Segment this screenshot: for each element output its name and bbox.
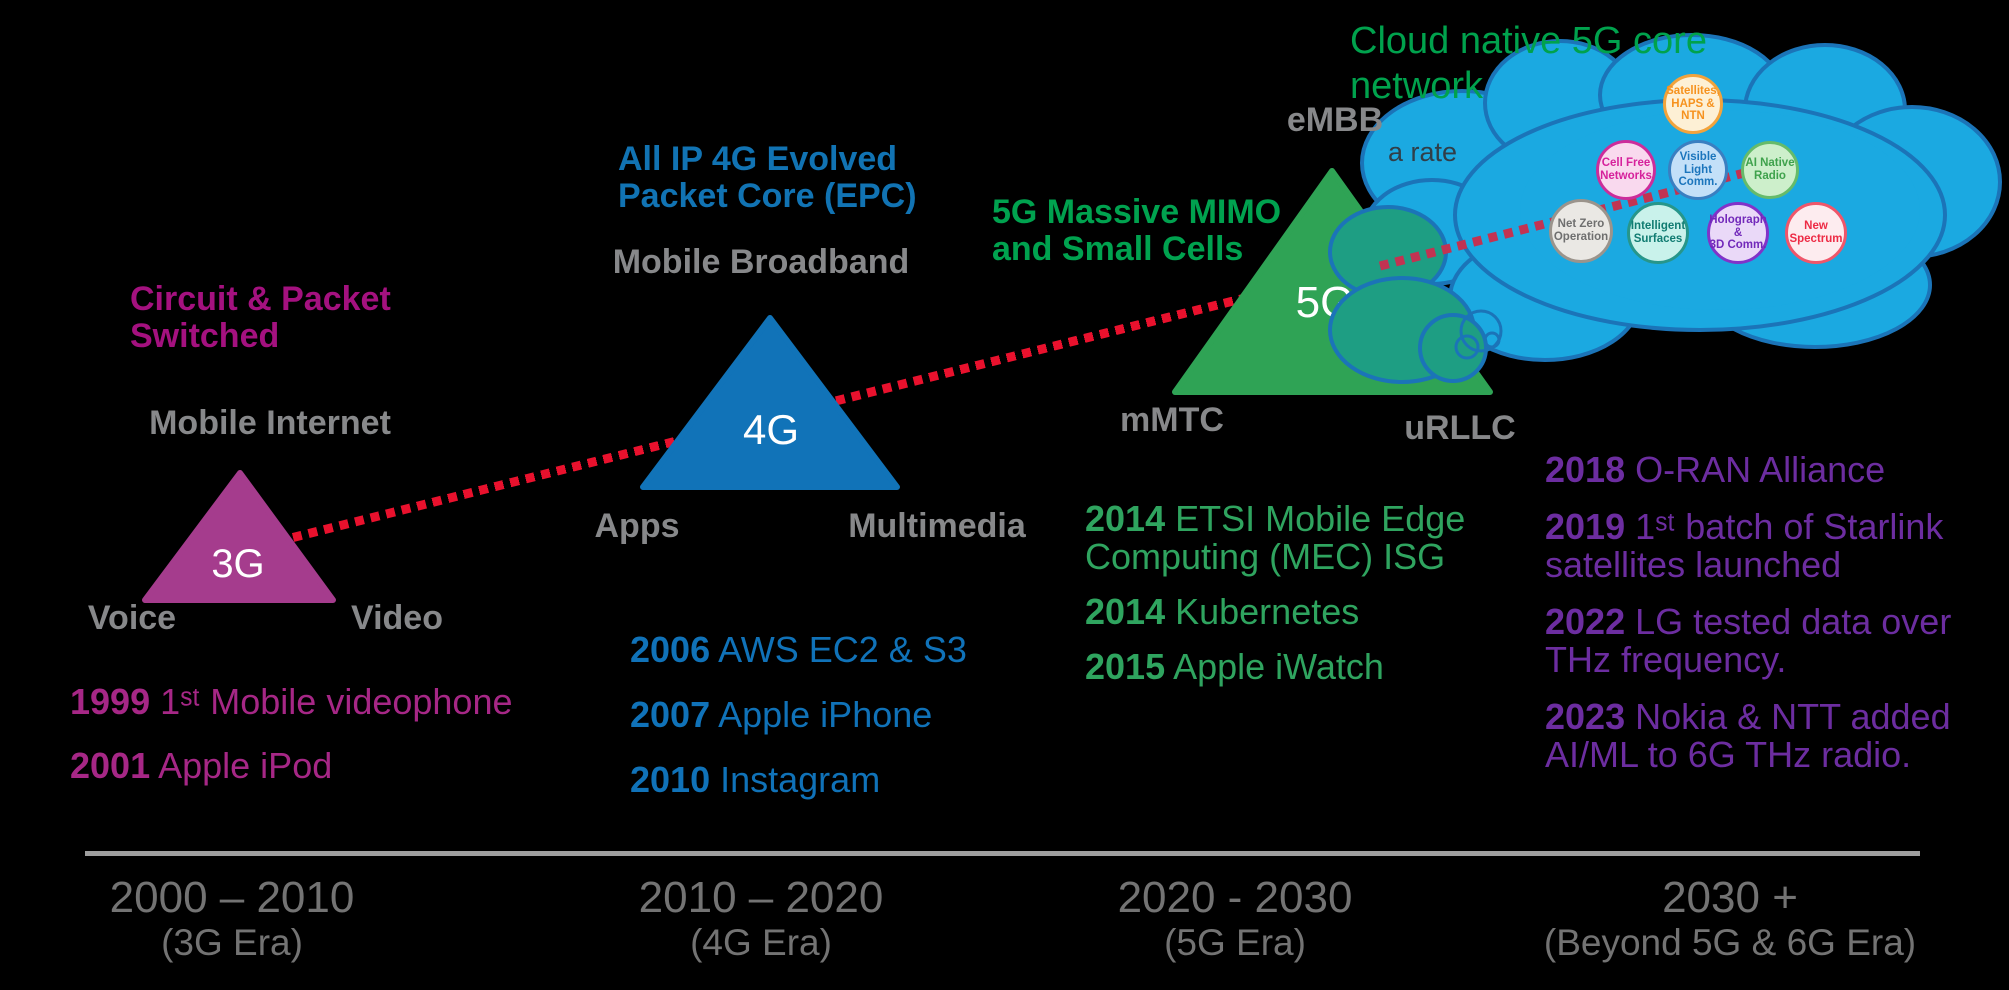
milestone-year: 2014 (1085, 498, 1166, 539)
bubble-holograph-3d-comm: Holograph & 3D Comm. (1707, 202, 1769, 264)
label-video: Video (351, 599, 443, 637)
milestone-text: Apple iPod (158, 745, 333, 786)
milestone-year: 2023 (1545, 696, 1626, 737)
timeline-era: (3G Era) (161, 922, 303, 963)
timeline-years: 2020 - 2030 (1117, 873, 1353, 922)
heading-line: and Small Cells (992, 230, 1244, 268)
timeline-5g-era: 2020 - 2030 (5G Era) (1118, 874, 1353, 964)
milestone-text-2: Computing (MEC) ISG (1085, 536, 1446, 577)
heading-line: 5G Massive MIMO (992, 193, 1282, 231)
milestone-item: 2001 Apple iPod (70, 747, 513, 785)
timeline-3g-era: 2000 – 2010 (3G Era) (110, 874, 355, 964)
milestone-year: 2010 (630, 759, 711, 800)
bubble-ai-native-radio: AI Native Radio (1741, 141, 1799, 199)
milestone-text-2: THz frequency. (1545, 639, 1787, 680)
milestone-item: 2010 Instagram (630, 761, 967, 799)
data-rate-partial-label: a rate (1388, 137, 1458, 167)
label-multimedia: Multimedia (848, 507, 1026, 545)
bubble-visible-light-comm: Visible Light Comm. (1668, 140, 1728, 200)
bubble-satellites-haps-ntn: Satellites, HAPS & NTN (1663, 74, 1723, 134)
heading-5g-massive-mimo: 5G Massive MIMO and Small Cells (992, 194, 1281, 268)
milestone-text: Nokia & NTT added (1635, 696, 1951, 737)
milestone-text-2: AI/ML to 6G THz radio. (1545, 734, 1912, 775)
label-embb: eMBB (1286, 101, 1384, 139)
timeline-years: 2010 – 2020 (638, 873, 884, 922)
triangle-4g (640, 315, 900, 490)
milestone-year: 2006 (630, 629, 711, 670)
milestone-text: AWS EC2 & S3 (718, 629, 967, 670)
timeline-era: (5G Era) (1164, 922, 1306, 963)
milestones-4g-era: 2006 AWS EC2 & S3 2007 Apple iPhone 2010… (630, 631, 967, 826)
bubble-net-zero-operation: Net Zero Operation (1549, 199, 1613, 263)
milestone-item: 2006 AWS EC2 & S3 (630, 631, 967, 669)
heading-line: Cloud native 5G core (1350, 20, 1707, 62)
milestone-text: ETSI Mobile Edge (1175, 498, 1466, 539)
milestone-year: 2014 (1085, 591, 1166, 632)
label-urllc: uRLLC (1404, 409, 1516, 447)
heading-line: Circuit & Packet (130, 280, 391, 318)
label-mmtc: mMTC (1120, 401, 1224, 439)
label-apps: Apps (594, 507, 680, 545)
triangle-4g-label: 4G (743, 406, 799, 453)
bubble-intelligent-surfaces: Intelligent Surfaces (1627, 202, 1689, 264)
heading-line: Packet Core (EPC) (618, 177, 917, 215)
cloud-triangle-overlap-blobs (1328, 205, 1488, 384)
milestone-item: 2014 ETSI Mobile Edge Computing (MEC) IS… (1085, 500, 1465, 576)
label-mobile-broadband: Mobile Broadband (612, 243, 910, 281)
timeline-axis (85, 851, 1920, 856)
label-mobile-internet: Mobile Internet (149, 404, 391, 442)
milestone-text: Kubernetes (1175, 591, 1360, 632)
label-voice: Voice (87, 599, 177, 637)
milestone-year: 2022 (1545, 601, 1626, 642)
milestone-year: 2018 (1545, 449, 1626, 490)
timeline-4g-era: 2010 – 2020 (4G Era) (639, 874, 884, 964)
milestone-text: Apple iPhone (718, 694, 933, 735)
heading-4g-epc: All IP 4G Evolved Packet Core (EPC) (618, 141, 917, 215)
timeline-beyond-5g-6g-era: 2030 + (Beyond 5G & 6G Era) (1544, 874, 1916, 964)
cloud-spiral-doodle (1454, 309, 1503, 360)
heading-line: Switched (130, 317, 280, 355)
milestone-item: 2014 Kubernetes (1085, 593, 1465, 631)
milestone-item: 2015 Apple iWatch (1085, 648, 1465, 686)
milestone-item: 2022 LG tested data over THz frequency. (1545, 603, 1951, 679)
timeline-years: 2030 + (1662, 873, 1798, 922)
milestone-item: 2007 Apple iPhone (630, 696, 967, 734)
bubble-cell-free-networks: Cell Free Networks (1596, 140, 1656, 200)
milestone-year: 2015 (1085, 646, 1166, 687)
milestone-text: 1ˢᵗ Mobile videophone (160, 681, 513, 722)
bubble-new-spectrum: New Spectrum (1785, 202, 1847, 264)
timeline-years: 2000 – 2010 (109, 873, 355, 922)
milestone-year: 2007 (630, 694, 711, 735)
milestone-text: Apple iWatch (1173, 646, 1384, 687)
milestone-text: O-RAN Alliance (1635, 449, 1886, 490)
milestone-year: 2001 (70, 745, 151, 786)
milestone-year: 1999 (70, 681, 151, 722)
milestone-text: Instagram (720, 759, 881, 800)
milestone-text: 1ˢᵗ batch of Starlink (1635, 506, 1944, 547)
milestone-item: 1999 1ˢᵗ Mobile videophone (70, 683, 513, 721)
heading-3g-circuit-packet: Circuit & Packet Switched (130, 281, 391, 355)
milestones-beyond-5g-6g-era: 2018 O-RAN Alliance 2019 1ˢᵗ batch of St… (1545, 451, 1951, 793)
milestone-text: LG tested data over (1635, 601, 1952, 642)
milestones-5g-era: 2014 ETSI Mobile Edge Computing (MEC) IS… (1085, 500, 1465, 703)
heading-line: All IP 4G Evolved (618, 140, 898, 178)
triangle-3g (142, 470, 336, 603)
milestone-item: 2018 O-RAN Alliance (1545, 451, 1951, 489)
milestone-year: 2019 (1545, 506, 1626, 547)
heading-line: network (1350, 65, 1484, 107)
heading-cloud-native-core: Cloud native 5G core network (1350, 19, 1707, 109)
milestones-3g-era: 1999 1ˢᵗ Mobile videophone 2001 Apple iP… (70, 683, 513, 811)
milestone-item: 2019 1ˢᵗ batch of Starlink satellites la… (1545, 508, 1951, 584)
triangle-3g-label: 3G (211, 542, 264, 586)
timeline-era: (4G Era) (690, 922, 832, 963)
milestone-item: 2023 Nokia & NTT added AI/ML to 6G THz r… (1545, 698, 1951, 774)
timeline-era: (Beyond 5G & 6G Era) (1543, 922, 1917, 963)
milestone-text-2: satellites launched (1545, 544, 1842, 585)
